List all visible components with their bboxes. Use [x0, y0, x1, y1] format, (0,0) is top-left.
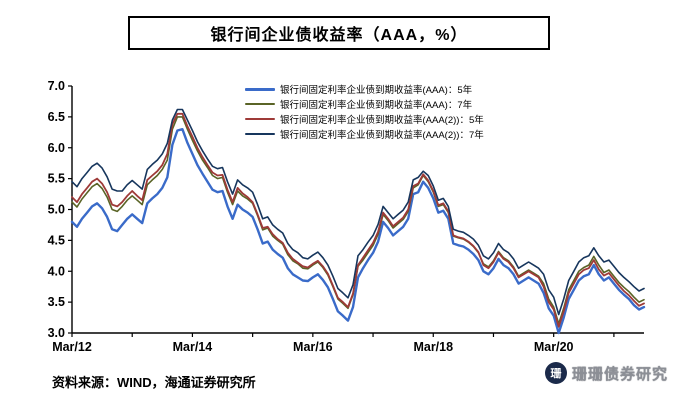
chart-area: 7.0 6.5 6.0 5.5 5.0 4.5 4.0 3.5 3.0 Mar/12 Mar/14 M…	[26, 78, 654, 363]
chart-title: 银行间企业债收益率（AAA，%）	[210, 27, 468, 44]
svg-text:4.5: 4.5	[48, 233, 65, 247]
legend-item-3: 银行间固定利率企业债到期收益率(AAA(2))：7年	[245, 127, 484, 141]
svg-text:6.5: 6.5	[48, 110, 65, 124]
svg-text:Mar/16: Mar/16	[293, 340, 333, 354]
svg-text:Mar/18: Mar/18	[413, 340, 453, 354]
svg-text:6.0: 6.0	[48, 141, 65, 155]
brand-logo-icon: 珊	[544, 362, 567, 384]
chart-legend: 银行间固定利率企业债到期收益率(AAA)：5年 银行间固定利率企业债到期收益率(A…	[245, 82, 484, 141]
svg-text:3.5: 3.5	[48, 295, 65, 309]
legend-line-swatch	[245, 103, 275, 105]
legend-item-2: 银行间固定利率企业债到期收益率(AAA(2))：5年	[245, 112, 484, 126]
svg-text:5.5: 5.5	[48, 172, 65, 186]
source-note: 资料来源：WIND，海通证券研究所	[52, 375, 256, 390]
svg-text:Mar/14: Mar/14	[173, 340, 213, 354]
legend-line-swatch	[245, 133, 275, 135]
svg-text:Mar/20: Mar/20	[534, 340, 574, 354]
brand-watermark: 珊 珊珊债券研究	[544, 362, 668, 384]
legend-label: 银行间固定利率企业债到期收益率(AAA)：5年	[280, 85, 473, 96]
legend-line-swatch	[245, 118, 275, 120]
chart-title-box: 银行间企业债收益率（AAA，%）	[128, 16, 550, 50]
brand-watermark-text: 珊珊债券研究	[571, 365, 668, 383]
svg-text:4.0: 4.0	[48, 264, 65, 278]
svg-text:7.0: 7.0	[48, 79, 65, 93]
svg-text:Mar/12: Mar/12	[52, 340, 92, 354]
svg-text:5.0: 5.0	[48, 203, 65, 217]
legend-label: 银行间固定利率企业债到期收益率(AAA)：7年	[280, 100, 473, 111]
legend-item-1: 银行间固定利率企业债到期收益率(AAA)：7年	[245, 97, 484, 111]
legend-label: 银行间固定利率企业债到期收益率(AAA(2))：5年	[280, 115, 484, 126]
legend-line-swatch	[245, 87, 275, 91]
legend-label: 银行间固定利率企业债到期收益率(AAA(2))：7年	[280, 130, 484, 141]
svg-text:3.0: 3.0	[48, 326, 65, 340]
legend-item-0: 银行间固定利率企业债到期收益率(AAA)：5年	[245, 82, 484, 96]
